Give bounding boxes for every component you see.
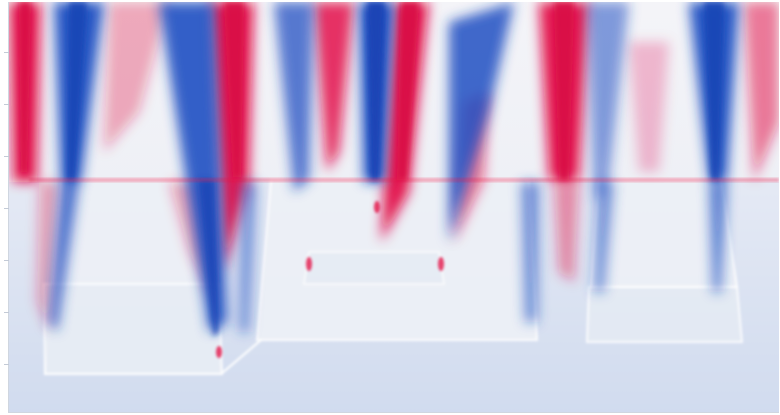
axis-tick (4, 52, 9, 53)
tip-spots (216, 201, 444, 358)
axis-tick (4, 260, 9, 261)
wavefield-image (8, 2, 779, 413)
wavefield-svg (9, 2, 779, 412)
trapezoid-structures (42, 179, 744, 375)
interface-line (29, 178, 779, 182)
axis-tick (4, 364, 9, 365)
axis-tick (4, 104, 9, 105)
axis-tick (4, 156, 9, 157)
wavefront-cores (19, 2, 724, 337)
axis-tick (4, 208, 9, 209)
axis-tick (4, 312, 9, 313)
